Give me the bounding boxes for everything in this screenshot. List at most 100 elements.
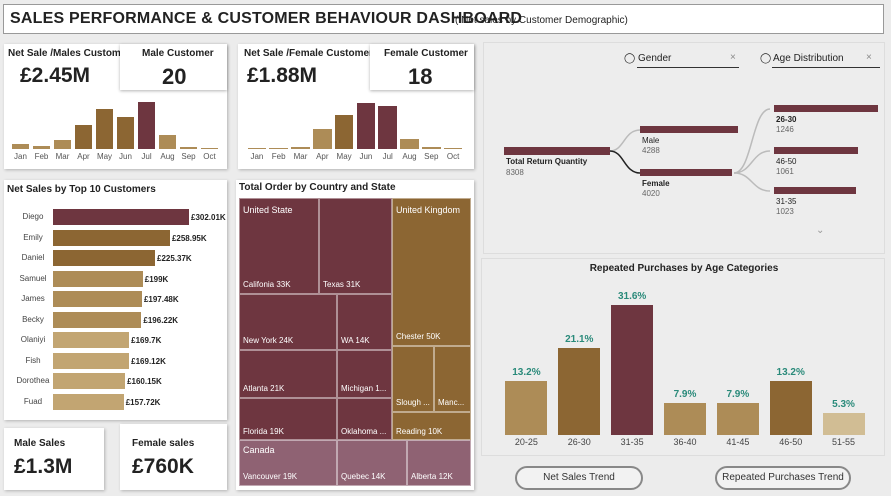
repeated-purchases-trend-button[interactable]: Repeated Purchases Trend [715, 466, 851, 490]
age-node-46-50-bar[interactable] [774, 147, 858, 154]
male-net-sale-label: Net Sale /Males Customer [8, 48, 131, 59]
month-bar[interactable] [269, 147, 288, 149]
age-category-value: 21.1% [565, 334, 594, 346]
customer-value: £160.15K [127, 377, 162, 386]
month-bar[interactable] [200, 148, 219, 149]
chevron-down-icon[interactable]: ⌄ [816, 225, 825, 236]
month-bar[interactable] [179, 147, 198, 149]
customer-value: £258.95K [171, 233, 207, 243]
month-bar[interactable] [95, 108, 114, 149]
treemap-cell-manc[interactable]: Manc... [434, 346, 471, 412]
month-bar[interactable] [247, 147, 267, 149]
female-net-sale-value: £1.88M [247, 64, 318, 87]
gender-slicer[interactable]: ◯ Gender × [624, 52, 740, 67]
treemap-cell-texas[interactable]: Texas 31K [319, 198, 392, 294]
customer-value: £199K [144, 274, 169, 284]
repeat-chart: 13.2% 21.1% 31.6% 7.9% 7.9% 13.2% 5.3% [500, 279, 870, 435]
age-category-bar[interactable] [822, 413, 865, 435]
treemap-cell-chester[interactable]: United Kingdom Chester 50K [392, 198, 471, 346]
customer-bar[interactable] [53, 332, 130, 348]
customer-bar[interactable] [53, 291, 142, 307]
age-category-bar[interactable] [558, 348, 601, 435]
month-bar[interactable] [378, 105, 397, 149]
treemap-cell-label: Chester 50K [396, 332, 441, 341]
male-node-value: 4288 [642, 146, 660, 155]
female-count-value: 18 [408, 64, 433, 89]
customer-bar[interactable] [53, 393, 124, 410]
month-bar[interactable] [291, 147, 310, 149]
month-bar[interactable] [334, 115, 354, 149]
root-bar[interactable] [504, 147, 610, 155]
customer-name: Diego [22, 212, 44, 221]
month-label: May [96, 152, 113, 161]
month-bar[interactable] [116, 117, 135, 149]
treemap-cell-alberta[interactable]: Alberta 12K [407, 440, 471, 486]
customer-bar[interactable] [53, 250, 155, 266]
treemap-cell-quebec[interactable]: Quebec 14K [337, 440, 407, 486]
age-category-bar[interactable] [505, 380, 548, 435]
male-net-sale-value: £2.45M [20, 64, 91, 87]
customer-bar[interactable] [53, 352, 130, 369]
treemap-cell-oklahoma[interactable]: Oklahoma ... [337, 398, 392, 440]
repeat-purchase-panel: Repeated Purchases by Age Categories 13.… [481, 258, 885, 456]
treemap-cell-atlanta[interactable]: Atlanta 21K [239, 350, 337, 398]
male-panel: Net Sale /Males Customer £2.45M Male Cus… [4, 44, 227, 169]
treemap-cell-michigan[interactable]: Michigan 1... [337, 350, 392, 398]
close-icon[interactable]: × [866, 52, 872, 63]
age-category-label: 26-30 [567, 437, 591, 447]
month-bar[interactable] [356, 102, 376, 149]
treemap-cell-california[interactable]: United State Califonia 33K [239, 198, 319, 294]
male-count-value: 20 [162, 64, 187, 89]
customer-value: £196.22K [143, 315, 179, 325]
age-category-bar[interactable] [769, 380, 812, 435]
age-category-value: 7.9% [726, 388, 750, 400]
month-label: Jun [359, 152, 373, 161]
male-node-bar[interactable] [640, 126, 738, 133]
month-bar[interactable] [313, 129, 332, 149]
month-bar[interactable] [443, 148, 463, 149]
treemap-cell-wa[interactable]: WA 14K [337, 294, 392, 350]
treemap-cell-label: New York 24K [243, 336, 294, 345]
treemap-cell-slough[interactable]: Slough ... [392, 346, 434, 412]
age-node-31-35-label: 31-35 [776, 197, 797, 206]
age-category-bar[interactable] [611, 305, 654, 435]
month-bar[interactable] [422, 146, 441, 149]
dashboard-subtitle: ( Net sales by Customer Demographic) [455, 15, 628, 26]
month-bar[interactable] [53, 139, 72, 149]
month-bar[interactable] [400, 138, 419, 149]
treemap-cell-label: Califonia 33K [243, 280, 291, 289]
month-bar[interactable] [137, 102, 156, 149]
month-label: Apr [316, 152, 329, 161]
age-slicer[interactable]: ◯ Age Distribution × [760, 52, 880, 67]
customer-value: £169.12K [131, 356, 166, 366]
age-category-bar[interactable] [716, 402, 759, 435]
treemap-cell-label: Alberta 12K [411, 472, 453, 481]
treemap-cell-reading[interactable]: Reading 10K [392, 412, 471, 440]
customer-bar[interactable] [53, 270, 143, 287]
age-node-31-35-bar[interactable] [774, 187, 856, 194]
treemap-cell-label: Slough ... [396, 398, 430, 407]
lightbulb-icon: ◯ [760, 53, 772, 64]
net-sales-trend-button[interactable]: Net Sales Trend [515, 466, 643, 490]
treemap-cell-florida[interactable]: Florida 19K [239, 398, 337, 440]
treemap-cell-newyork[interactable]: New York 24K [239, 294, 337, 350]
close-icon[interactable]: × [730, 52, 736, 63]
female-node-bar[interactable] [640, 169, 732, 176]
month-bar[interactable] [11, 144, 30, 149]
treemap-cell-vancouver[interactable]: Canada Vancouver 19K [239, 440, 337, 486]
age-category-bar[interactable] [664, 402, 706, 435]
treemap-cell-label: Manc... [438, 398, 465, 407]
customer-bar[interactable] [53, 311, 142, 328]
age-node-26-30-bar[interactable] [774, 105, 878, 112]
customer-bar[interactable] [53, 209, 189, 225]
root-value: 8308 [506, 168, 524, 177]
month-label: May [336, 152, 352, 161]
treemap-cell-label: Atlanta 21K [243, 384, 285, 393]
month-bar[interactable] [158, 134, 177, 149]
age-slicer-label: Age Distribution [773, 53, 844, 64]
customer-bar[interactable] [53, 373, 126, 389]
customer-name: James [21, 294, 45, 303]
month-bar[interactable] [32, 145, 51, 149]
customer-bar[interactable] [53, 229, 170, 246]
month-bar[interactable] [74, 124, 93, 149]
